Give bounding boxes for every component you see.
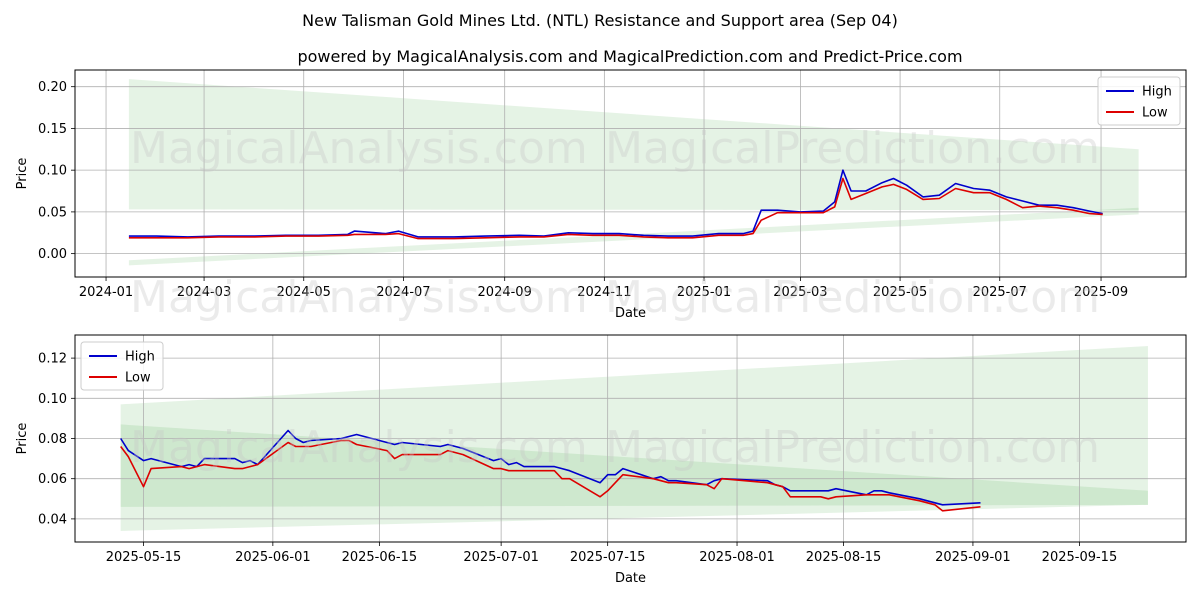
legend: High Low (1097, 76, 1181, 126)
x-tick-label: 2025-08-15 (806, 550, 882, 565)
x-tick-label: 2025-05 (873, 285, 927, 300)
watermark-text: MagicalAnalysis.com (130, 422, 588, 473)
chart-title: New Talisman Gold Mines Ltd. (NTL) Resis… (302, 11, 898, 30)
x-tick-label: 2024-09 (478, 285, 532, 300)
x-tick-label: 2025-08-01 (699, 550, 775, 565)
x-tick-label: 2025-03 (773, 285, 827, 300)
y-tick-label: 0.20 (38, 80, 67, 95)
y-axis-label: Price (15, 158, 30, 190)
series-line-high (128, 169, 1103, 238)
x-tick-label: 2024-03 (177, 285, 231, 300)
y-tick-label: 0.05 (38, 205, 67, 220)
x-tick-label: 2025-09-01 (935, 550, 1011, 565)
watermark-text: MagicalPrediction.com (605, 272, 1100, 323)
y-tick-label: 0.12 (38, 352, 67, 367)
y-axis-label: Price (15, 423, 30, 455)
y-tick-label: 0.10 (38, 392, 67, 407)
forecast-band-1 (128, 79, 1139, 211)
bottom-chart-panel: 2025-05-15 2025-06-01 2025-06-15 2025-07-01… (15, 334, 1187, 586)
y-tick-label: 0.04 (38, 512, 67, 527)
y-tick-label: 0.10 (38, 164, 67, 179)
watermark-text: MagicalPrediction.com (605, 422, 1100, 473)
y-tick-label: 0.08 (38, 432, 67, 447)
legend: High Low (80, 341, 164, 391)
x-axis-label: Date (615, 306, 646, 321)
x-axis-label: Date (615, 571, 646, 586)
x-tick-label: 2024-11 (577, 285, 631, 300)
watermark-text: MagicalPrediction.com (605, 123, 1100, 174)
y-tick-label: 0.00 (38, 247, 67, 262)
plot-frame (74, 69, 1187, 278)
legend-label-high: High (1142, 85, 1172, 100)
watermark-text: MagicalAnalysis.com (130, 123, 588, 174)
x-tick-label: 2024-07 (376, 285, 430, 300)
x-tick-label: 2025-07 (973, 285, 1027, 300)
series-line-high (120, 429, 981, 506)
x-tick-label: 2025-09-15 (1042, 550, 1118, 565)
series-line-low (120, 439, 981, 512)
top-chart-panel: 2024-01 2024-03 2024-05 2024-07 2024-09 2024-… (15, 69, 1187, 323)
x-tick-label: 2024-05 (277, 285, 331, 300)
x-tick-label: 2025-07-15 (570, 550, 646, 565)
x-tick-label: 2025-01 (677, 285, 731, 300)
legend-label-low: Low (125, 371, 151, 386)
legend-label-low: Low (1142, 106, 1168, 121)
x-tick-label: 2025-09 (1074, 285, 1128, 300)
y-tick-label: 0.06 (38, 472, 67, 487)
y-tick-label: 0.15 (38, 122, 67, 137)
x-tick-label: 2025-06-01 (235, 550, 311, 565)
series-line-low (128, 177, 1103, 240)
watermark-text: MagicalAnalysis.com (130, 272, 588, 323)
legend-label-high: High (125, 350, 155, 365)
chart-subtitle: powered by MagicalAnalysis.com and Magic… (297, 47, 962, 66)
x-tick-label: 2025-06-15 (342, 550, 418, 565)
x-tick-label: 2025-07-01 (463, 550, 539, 565)
forecast-band-1 (120, 346, 1148, 507)
forecast-band-2 (120, 424, 1148, 531)
x-tick-label: 2025-05-15 (106, 550, 182, 565)
x-tick-label: 2024-01 (79, 285, 133, 300)
plot-frame (74, 334, 1187, 543)
